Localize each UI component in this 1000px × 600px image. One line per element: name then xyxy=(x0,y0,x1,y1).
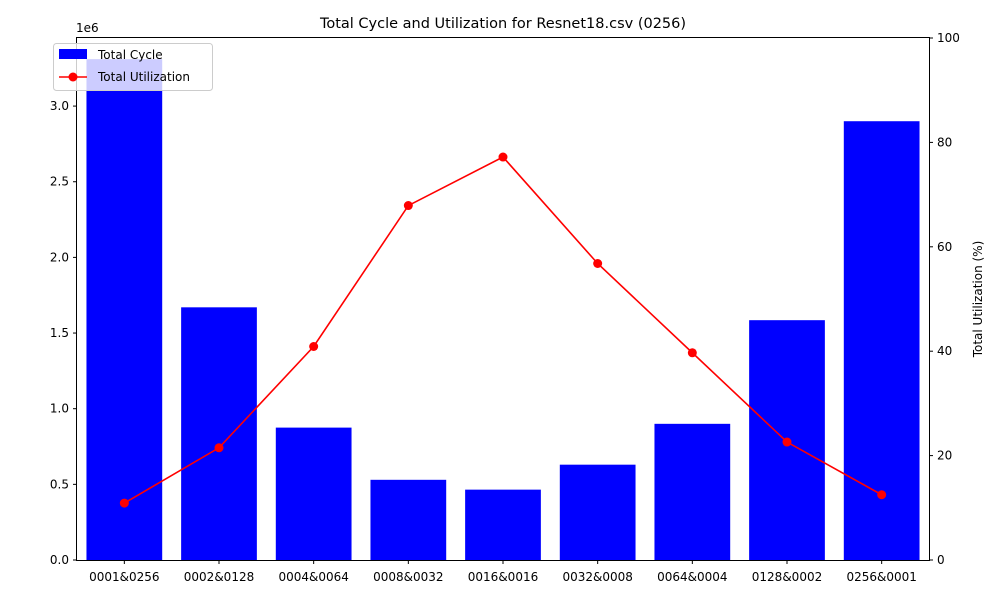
point-total-utilization xyxy=(498,152,508,162)
point-total-utilization xyxy=(593,259,603,269)
point-total-utilization xyxy=(877,490,887,500)
left-tick-label: 2.5 xyxy=(50,175,69,189)
x-tick-label: 0002&0128 xyxy=(184,570,254,584)
right-tick-label: 20 xyxy=(937,449,952,463)
bar-total-cycle xyxy=(465,489,541,560)
left-axis-ticks: 0.0 0.5 1.0 1.5 2.0 2.5 3.0 xyxy=(50,99,77,567)
legend-label-total-cycle: Total Cycle xyxy=(97,48,163,62)
x-tick-label: 0016&0016 xyxy=(468,570,538,584)
point-total-utilization xyxy=(403,201,413,211)
legend-box xyxy=(53,43,213,91)
left-tick-label: 3.0 xyxy=(50,99,69,113)
bar-total-cycle xyxy=(275,427,352,560)
bars-layer xyxy=(86,59,920,560)
chart-title: Total Cycle and Utilization for Resnet18… xyxy=(319,16,686,32)
x-tick-label: 0008&0032 xyxy=(373,570,443,584)
x-tick-label: 0064&0004 xyxy=(657,570,727,584)
bar-total-cycle xyxy=(86,59,163,560)
bar-total-cycle xyxy=(654,423,731,560)
right-tick-label: 60 xyxy=(937,240,952,254)
utilization-line-layer xyxy=(119,152,887,508)
right-axis-label: Total Utilization (%) xyxy=(971,241,985,359)
right-tick-label: 40 xyxy=(937,344,952,358)
bar-total-cycle xyxy=(559,464,636,560)
left-tick-label: 1.0 xyxy=(50,402,69,416)
bar-total-cycle xyxy=(843,121,920,560)
point-total-utilization xyxy=(687,348,697,358)
right-tick-label: 100 xyxy=(937,31,960,45)
legend-marker-swatch xyxy=(68,72,78,82)
point-total-utilization xyxy=(214,443,224,453)
point-total-utilization xyxy=(782,437,792,447)
legend: Total Cycle Total Utilization xyxy=(53,43,213,91)
left-tick-label: 0.5 xyxy=(50,477,69,491)
legend-label-total-utilization: Total Utilization xyxy=(97,70,190,84)
left-axis-offset-label: 1e6 xyxy=(76,21,99,35)
point-total-utilization xyxy=(309,342,319,352)
bar-total-cycle xyxy=(370,479,447,560)
x-tick-label: 0004&0064 xyxy=(278,570,348,584)
left-tick-label: 1.5 xyxy=(50,326,69,340)
left-tick-label: 2.0 xyxy=(50,250,69,264)
bar-total-cycle xyxy=(181,307,257,560)
x-tick-label: 0001&0256 xyxy=(89,570,159,584)
right-axis-ticks: 0 20 40 60 80 100 xyxy=(929,31,960,567)
x-tick-label: 0128&0002 xyxy=(752,570,822,584)
point-total-utilization xyxy=(119,498,129,508)
x-axis-ticks: 0001&0256 0002&0128 0004&0064 0008&0032 0016… xyxy=(89,560,917,584)
left-tick-label: 0.0 xyxy=(50,553,69,567)
right-tick-label: 0 xyxy=(937,553,945,567)
legend-bar-swatch xyxy=(59,49,87,59)
x-tick-label: 0256&0001 xyxy=(846,570,916,584)
right-tick-label: 80 xyxy=(937,135,952,149)
x-tick-label: 0032&0008 xyxy=(562,570,632,584)
